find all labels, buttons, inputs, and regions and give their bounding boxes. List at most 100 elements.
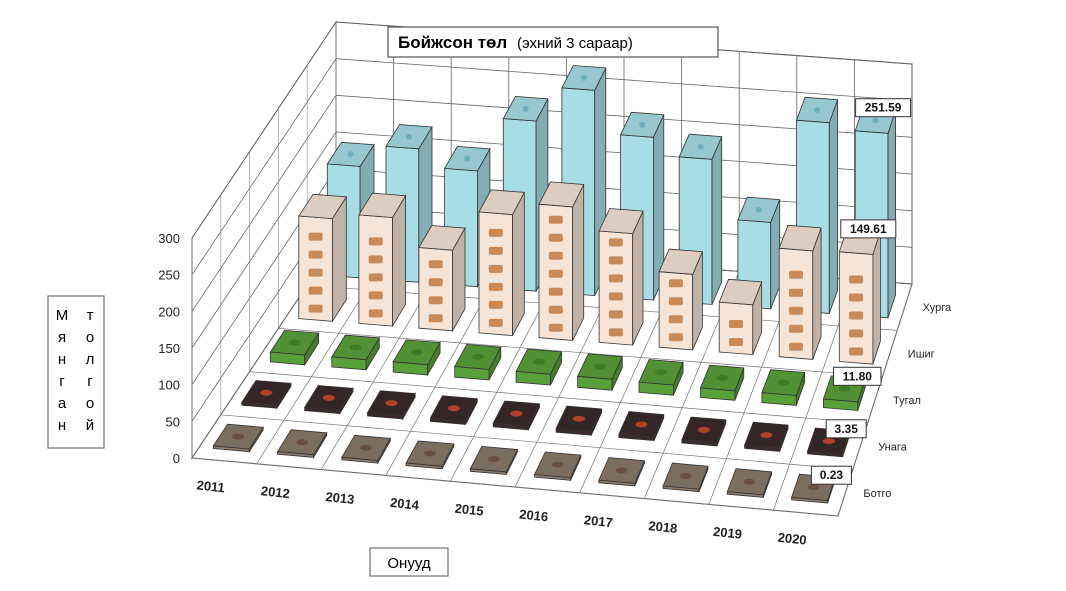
pattern-sheep-icon bbox=[580, 74, 587, 81]
pattern-animal-icon bbox=[322, 394, 335, 401]
pattern-goat-icon bbox=[308, 304, 323, 313]
bar-Ишиг-2015 bbox=[538, 181, 585, 341]
y-axis-label-char: г bbox=[59, 373, 65, 390]
bar-Тугал-2012 bbox=[331, 334, 380, 372]
pattern-goat-icon bbox=[428, 314, 443, 323]
pattern-goat-icon bbox=[608, 256, 623, 265]
bar-Унага-2013 bbox=[366, 390, 416, 421]
y-tick-label: 300 bbox=[158, 231, 180, 246]
pattern-goat-icon bbox=[488, 300, 503, 309]
x-tick-label: 2019 bbox=[712, 524, 742, 542]
x-tick-label: 2012 bbox=[260, 483, 290, 501]
data-label-Тугал: 11.80 bbox=[833, 366, 882, 386]
pattern-animal-icon bbox=[572, 415, 585, 422]
bar-Ишиг-2013 bbox=[418, 225, 466, 333]
svg-text:3.35: 3.35 bbox=[835, 422, 859, 436]
pattern-animal-icon bbox=[510, 410, 523, 417]
bar-side-face bbox=[632, 210, 644, 346]
pattern-goat-icon bbox=[668, 297, 683, 306]
pattern-animal-icon bbox=[716, 374, 729, 381]
data-label-Ишиг: 149.61 bbox=[840, 219, 897, 239]
svg-text:Бойжсон төл (эхний 3 с: Бойжсон төл (эхний 3 сараар) bbox=[398, 33, 633, 52]
pattern-animal-icon bbox=[551, 461, 564, 468]
data-label-Хурга: 251.59 bbox=[855, 98, 912, 118]
pattern-animal-icon bbox=[615, 467, 628, 474]
pattern-goat-icon bbox=[789, 270, 803, 279]
pattern-animal-icon bbox=[822, 438, 835, 445]
bar-Ишиг-2012 bbox=[358, 192, 407, 328]
pattern-sheep-icon bbox=[347, 151, 354, 158]
bar-Ботго-2015 bbox=[469, 445, 519, 475]
bar-top-face bbox=[658, 248, 703, 275]
pattern-sheep-icon bbox=[406, 133, 412, 140]
x-tick-label: 2018 bbox=[648, 518, 678, 536]
pattern-animal-icon bbox=[447, 405, 460, 412]
y-tick-label: 150 bbox=[158, 341, 180, 356]
pattern-goat-icon bbox=[428, 278, 443, 287]
pattern-goat-icon bbox=[608, 238, 623, 247]
bar-side-face bbox=[711, 136, 723, 305]
pattern-goat-icon bbox=[789, 288, 803, 297]
pattern-animal-icon bbox=[807, 484, 820, 491]
bar-Унага-2015 bbox=[492, 400, 541, 431]
bar-Ботго-2016 bbox=[533, 451, 582, 481]
bar-Унага-2014 bbox=[429, 395, 478, 425]
pattern-goat-icon bbox=[308, 268, 323, 277]
series-label: Унага bbox=[878, 441, 907, 453]
bar-Тугал-2011 bbox=[269, 329, 320, 367]
chart-title: Бойжсон төл bbox=[398, 33, 507, 52]
x-tick-label: 2011 bbox=[196, 477, 226, 495]
pattern-animal-icon bbox=[635, 421, 648, 428]
pattern-animal-icon bbox=[424, 450, 436, 457]
pattern-sheep-icon bbox=[464, 155, 471, 162]
y-axis-label-char: г bbox=[87, 373, 93, 390]
y-axis-label-char: л bbox=[86, 351, 95, 368]
bar-Тугал-2018 bbox=[699, 364, 745, 401]
pattern-goat-icon bbox=[608, 310, 623, 319]
chart-labels: 0 50 100 150 200 250 300 2011 2012 2013 2014 2015 20… bbox=[158, 98, 952, 548]
pattern-animal-icon bbox=[655, 369, 668, 376]
y-axis-label-char: т bbox=[87, 307, 94, 324]
x-tick-label: 2020 bbox=[777, 530, 807, 548]
pattern-goat-icon bbox=[308, 250, 323, 259]
bar-Ишиг-2011 bbox=[298, 193, 347, 323]
bar-Унага-2011 bbox=[241, 380, 292, 410]
pattern-sheep-icon bbox=[872, 117, 879, 124]
svg-text:0.23: 0.23 bbox=[820, 468, 844, 482]
pattern-goat-icon bbox=[849, 311, 864, 320]
pattern-goat-icon bbox=[368, 291, 383, 300]
pattern-animal-icon bbox=[679, 473, 692, 479]
y-axis-label-char: й bbox=[86, 417, 94, 434]
pattern-animal-icon bbox=[594, 363, 606, 370]
pattern-goat-icon bbox=[789, 306, 803, 315]
pattern-goat-icon bbox=[368, 237, 383, 246]
pattern-animal-icon bbox=[260, 389, 273, 396]
bar-Ишиг-2018 bbox=[718, 278, 763, 356]
pattern-goat-icon bbox=[729, 338, 743, 346]
pattern-goat-icon bbox=[428, 260, 443, 269]
bar-top-face bbox=[418, 225, 466, 251]
series-label: Ботго bbox=[863, 488, 891, 500]
pattern-goat-icon bbox=[849, 329, 864, 338]
pattern-goat-icon bbox=[608, 328, 623, 337]
chart-bars bbox=[212, 65, 897, 504]
pattern-goat-icon bbox=[548, 251, 563, 260]
bar-front-face bbox=[838, 251, 874, 365]
bar-top-face bbox=[358, 192, 407, 218]
pattern-goat-icon bbox=[368, 255, 383, 264]
pattern-animal-icon bbox=[743, 478, 756, 485]
pattern-animal-icon bbox=[288, 339, 301, 346]
x-tick-label: 2015 bbox=[454, 501, 484, 519]
bar-Унага-2019 bbox=[744, 421, 789, 452]
data-label-Ботго: 0.23 bbox=[810, 465, 852, 485]
floor-gridline bbox=[278, 328, 883, 378]
pattern-sheep-icon bbox=[755, 206, 762, 213]
series-label: Хурга bbox=[923, 302, 952, 314]
pattern-goat-icon bbox=[608, 274, 623, 283]
floor-gridline bbox=[249, 371, 868, 424]
pattern-goat-icon bbox=[308, 286, 323, 295]
y-axis-label-char: я bbox=[58, 329, 66, 346]
